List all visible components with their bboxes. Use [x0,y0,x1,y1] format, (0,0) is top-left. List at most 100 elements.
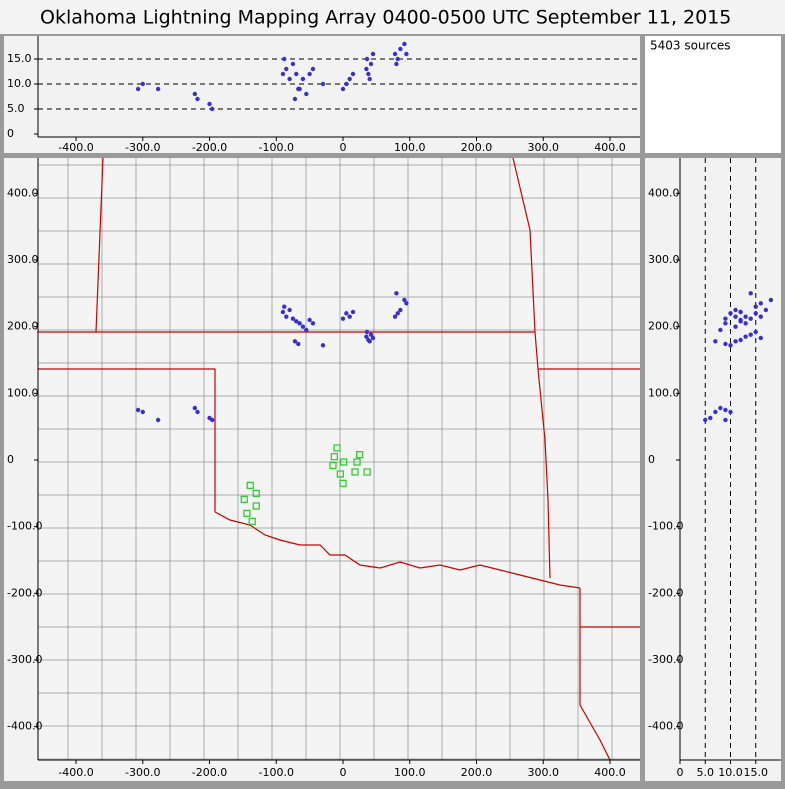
source [733,324,738,329]
x-tick-label: 200.0 [461,766,493,779]
source [207,101,212,107]
station [340,458,348,466]
source [192,405,198,411]
alt-tick-label: 15.0 [7,52,32,65]
counties [38,158,640,760]
alt-tick-label: 0 [7,127,14,140]
source [296,341,301,347]
source [394,291,399,296]
source [763,307,769,313]
alt-tick-label: 5.0 [697,766,715,779]
source [209,417,215,423]
station [252,489,260,497]
source [402,297,407,303]
source [290,61,296,67]
source [743,314,748,319]
source [402,41,407,47]
source [738,317,743,323]
source [758,314,763,319]
map [38,158,640,760]
station [336,470,344,478]
x-tick-label: -300.0 [125,141,160,154]
station [363,468,371,476]
source [209,106,215,112]
source [284,314,289,319]
source [282,304,287,309]
source [300,324,306,329]
border [579,588,611,760]
y-tick-label: -100.0 [648,520,683,533]
source [340,316,346,321]
source [748,316,753,321]
source [370,335,376,341]
y-tick-label: -300.0 [7,653,42,666]
x-tick-label: 0 [340,141,347,154]
source [344,81,349,87]
source [195,96,200,102]
source [307,317,312,323]
source [370,51,376,57]
source [398,46,403,52]
y-tick-label: -400.0 [7,720,42,733]
source [284,66,289,72]
source [294,319,299,324]
y-tick-label: 400.0 [7,186,39,199]
y-tick-label: -200.0 [7,586,42,599]
y-tick-label: -300.0 [648,653,683,666]
source [140,81,145,87]
source [395,56,400,62]
x-tick-label: 300.0 [527,766,559,779]
source [368,332,374,337]
source [758,335,763,341]
source [310,66,316,72]
y-tick-label: -400.0 [648,720,683,733]
source [290,316,296,321]
station [333,444,341,452]
source [368,61,374,67]
x-tick-label: 0 [340,766,347,779]
x-tick-label: 200.0 [461,141,493,154]
source [287,307,292,313]
source [364,329,370,335]
x-tick-label: -200.0 [192,141,227,154]
source [718,405,723,411]
station [353,458,361,466]
source [394,61,399,67]
source [743,334,748,339]
source [753,311,758,316]
source [155,86,161,92]
source [310,321,316,326]
source [287,76,292,82]
source [280,71,286,77]
station [339,479,347,487]
source [392,314,398,319]
source [292,339,298,344]
station [246,481,254,489]
source [367,339,372,344]
alt-y-panel [645,158,781,781]
y-tick-label: 300.0 [648,253,680,266]
source [728,343,733,348]
source [728,409,733,415]
y-tick-label: -200.0 [648,586,683,599]
source [364,66,369,72]
x-tick-label: -400.0 [58,141,93,154]
station [248,517,256,525]
y-tick-label: 100.0 [7,386,39,399]
source [738,337,743,343]
x-tick-label: -300.0 [125,766,160,779]
alt-tick-label: 15.0 [744,766,769,779]
source [340,86,346,92]
source [296,86,301,92]
source [344,311,349,316]
station [240,495,248,503]
x-tick-label: 400.0 [594,766,626,779]
source [135,86,141,92]
source [140,409,145,415]
source [718,327,723,333]
x-tick-label: 300.0 [527,141,559,154]
source [282,56,287,62]
title-bar [0,0,785,34]
